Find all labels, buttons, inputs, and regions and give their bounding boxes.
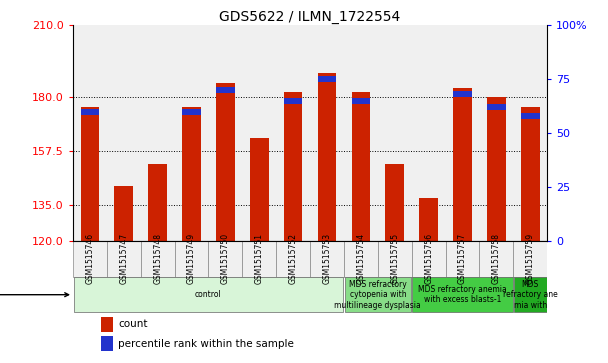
Text: GSM1515759: GSM1515759 bbox=[526, 233, 535, 284]
Bar bbox=[310, 25, 344, 241]
Bar bbox=[378, 25, 412, 241]
Text: GSM1515747: GSM1515747 bbox=[119, 233, 128, 284]
Bar bbox=[182, 107, 201, 241]
FancyBboxPatch shape bbox=[209, 241, 243, 277]
Text: GSM1515754: GSM1515754 bbox=[356, 233, 365, 284]
Text: GSM1515748: GSM1515748 bbox=[153, 233, 162, 284]
FancyBboxPatch shape bbox=[446, 241, 480, 277]
FancyBboxPatch shape bbox=[344, 241, 378, 277]
Bar bbox=[453, 87, 472, 241]
FancyBboxPatch shape bbox=[107, 241, 140, 277]
Bar bbox=[102, 317, 113, 332]
FancyBboxPatch shape bbox=[514, 277, 547, 312]
FancyBboxPatch shape bbox=[174, 241, 209, 277]
Bar bbox=[243, 25, 276, 241]
Bar bbox=[344, 25, 378, 241]
FancyBboxPatch shape bbox=[243, 241, 276, 277]
FancyBboxPatch shape bbox=[513, 241, 547, 277]
Bar bbox=[385, 164, 404, 241]
Text: GSM1515746: GSM1515746 bbox=[85, 233, 94, 284]
Text: GSM1515753: GSM1515753 bbox=[322, 233, 331, 284]
Text: GSM1515758: GSM1515758 bbox=[492, 233, 501, 284]
FancyBboxPatch shape bbox=[480, 241, 513, 277]
FancyBboxPatch shape bbox=[412, 277, 513, 312]
FancyBboxPatch shape bbox=[73, 241, 107, 277]
Bar bbox=[182, 109, 201, 115]
Bar bbox=[351, 98, 370, 104]
Text: MDS
refractory ane
mia with: MDS refractory ane mia with bbox=[503, 280, 558, 310]
Bar bbox=[487, 104, 506, 110]
Text: MDS refractory
cytopenia with
multilineage dysplasia: MDS refractory cytopenia with multilinea… bbox=[334, 280, 421, 310]
Bar bbox=[174, 25, 209, 241]
Text: GSM1515749: GSM1515749 bbox=[187, 233, 196, 284]
Bar bbox=[521, 113, 539, 119]
Bar bbox=[81, 109, 99, 115]
Text: disease state: disease state bbox=[0, 290, 69, 300]
Text: GSM1515751: GSM1515751 bbox=[255, 233, 264, 284]
Text: GSM1515756: GSM1515756 bbox=[424, 233, 433, 284]
Bar bbox=[276, 25, 310, 241]
Text: GSM1515750: GSM1515750 bbox=[221, 233, 230, 284]
Bar bbox=[73, 25, 107, 241]
Bar bbox=[81, 107, 99, 241]
Bar bbox=[446, 25, 480, 241]
Bar bbox=[412, 25, 446, 241]
Text: MDS refractory anemia
with excess blasts-1: MDS refractory anemia with excess blasts… bbox=[418, 285, 507, 305]
Bar bbox=[114, 186, 133, 241]
Bar bbox=[209, 25, 243, 241]
Bar bbox=[480, 25, 513, 241]
Text: GSM1515757: GSM1515757 bbox=[458, 233, 467, 284]
Bar bbox=[148, 164, 167, 241]
Text: count: count bbox=[118, 319, 148, 329]
Bar bbox=[107, 25, 140, 241]
FancyBboxPatch shape bbox=[310, 241, 344, 277]
Text: percentile rank within the sample: percentile rank within the sample bbox=[118, 339, 294, 349]
Bar bbox=[284, 98, 302, 104]
Bar bbox=[140, 25, 174, 241]
Bar bbox=[102, 337, 113, 351]
FancyBboxPatch shape bbox=[276, 241, 310, 277]
FancyBboxPatch shape bbox=[140, 241, 174, 277]
Text: GSM1515752: GSM1515752 bbox=[289, 233, 298, 284]
FancyBboxPatch shape bbox=[74, 277, 344, 312]
Bar bbox=[284, 93, 302, 241]
FancyBboxPatch shape bbox=[378, 241, 412, 277]
Bar bbox=[318, 73, 336, 241]
FancyBboxPatch shape bbox=[412, 241, 446, 277]
Text: GSM1515755: GSM1515755 bbox=[390, 233, 399, 284]
Bar bbox=[250, 138, 269, 241]
Title: GDS5622 / ILMN_1722554: GDS5622 / ILMN_1722554 bbox=[219, 11, 401, 24]
Bar bbox=[318, 76, 336, 82]
Bar bbox=[453, 91, 472, 97]
Bar bbox=[487, 97, 506, 241]
Bar bbox=[513, 25, 547, 241]
Bar bbox=[420, 198, 438, 241]
Bar bbox=[521, 107, 539, 241]
Bar bbox=[216, 83, 235, 241]
FancyBboxPatch shape bbox=[345, 277, 411, 312]
Bar bbox=[216, 87, 235, 93]
Text: control: control bbox=[195, 290, 222, 299]
Bar bbox=[351, 93, 370, 241]
